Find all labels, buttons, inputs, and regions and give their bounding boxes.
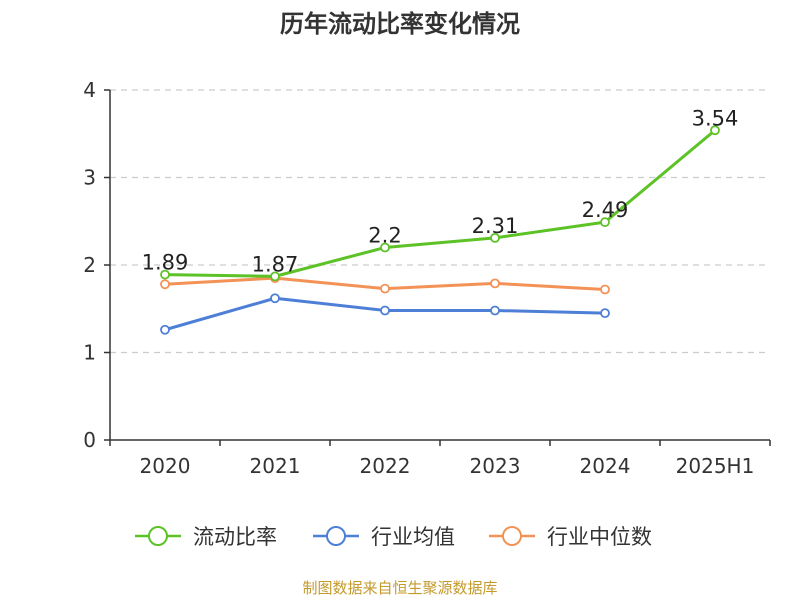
x-tick-label: 2025H1 [676,454,755,478]
data-point[interactable] [380,305,390,316]
legend-item-1[interactable]: 行业均值 [313,525,455,549]
data-point[interactable] [270,271,280,282]
y-tick-label: 2 [83,253,96,277]
data-point[interactable] [160,279,170,290]
legend-label: 行业中位数 [547,525,652,549]
series-group [160,125,720,335]
source-note: 制图数据来自恒生聚源数据库 [302,579,497,597]
data-point[interactable] [160,324,170,335]
legend-item-2[interactable]: 行业中位数 [489,525,652,549]
data-label: 1.89 [142,251,189,275]
y-tick-label: 0 [83,428,96,452]
y-ticks: 0 1 2 3 4 [83,78,110,452]
x-tick-label: 2021 [250,454,301,478]
legend-label: 流动比率 [193,525,277,549]
data-label: 2.2 [368,224,401,248]
data-point[interactable] [600,217,610,228]
data-label: 2.49 [582,198,629,222]
x-ticks: 2020 2021 2022 2023 2024 2025H1 [109,440,771,478]
series-line-0 [164,129,716,278]
legend[interactable]: 流动比率 行业均值 行业中位数 [135,525,652,549]
legend-marker [326,526,346,546]
y-tick-label: 3 [83,166,96,190]
data-point[interactable] [490,305,500,316]
data-point[interactable] [380,242,390,253]
data-point[interactable] [600,308,610,319]
data-label: 3.54 [692,106,739,130]
data-point[interactable] [270,293,280,304]
y-tick-label: 1 [83,341,96,365]
x-tick-label: 2020 [140,454,191,478]
data-label: 1.87 [252,252,299,276]
chart-title: 历年流动比率变化情况 [280,10,520,38]
data-point[interactable] [600,284,610,295]
data-point[interactable] [710,125,720,136]
gridlines [110,89,770,354]
legend-item-0[interactable]: 流动比率 [135,525,277,549]
data-label: 2.31 [472,214,519,238]
y-tick-label: 4 [83,78,96,102]
legend-label: 行业均值 [371,525,455,549]
data-labels: 1.89 1.87 2.2 2.31 2.49 3.54 [142,106,739,276]
x-tick-label: 2024 [580,454,631,478]
x-tick-label: 2022 [360,454,411,478]
data-point[interactable] [490,232,500,243]
legend-marker [502,526,522,546]
data-point[interactable] [380,283,390,294]
data-point[interactable] [490,278,500,289]
data-point[interactable] [160,269,170,280]
x-tick-label: 2023 [470,454,521,478]
legend-marker [148,526,168,546]
